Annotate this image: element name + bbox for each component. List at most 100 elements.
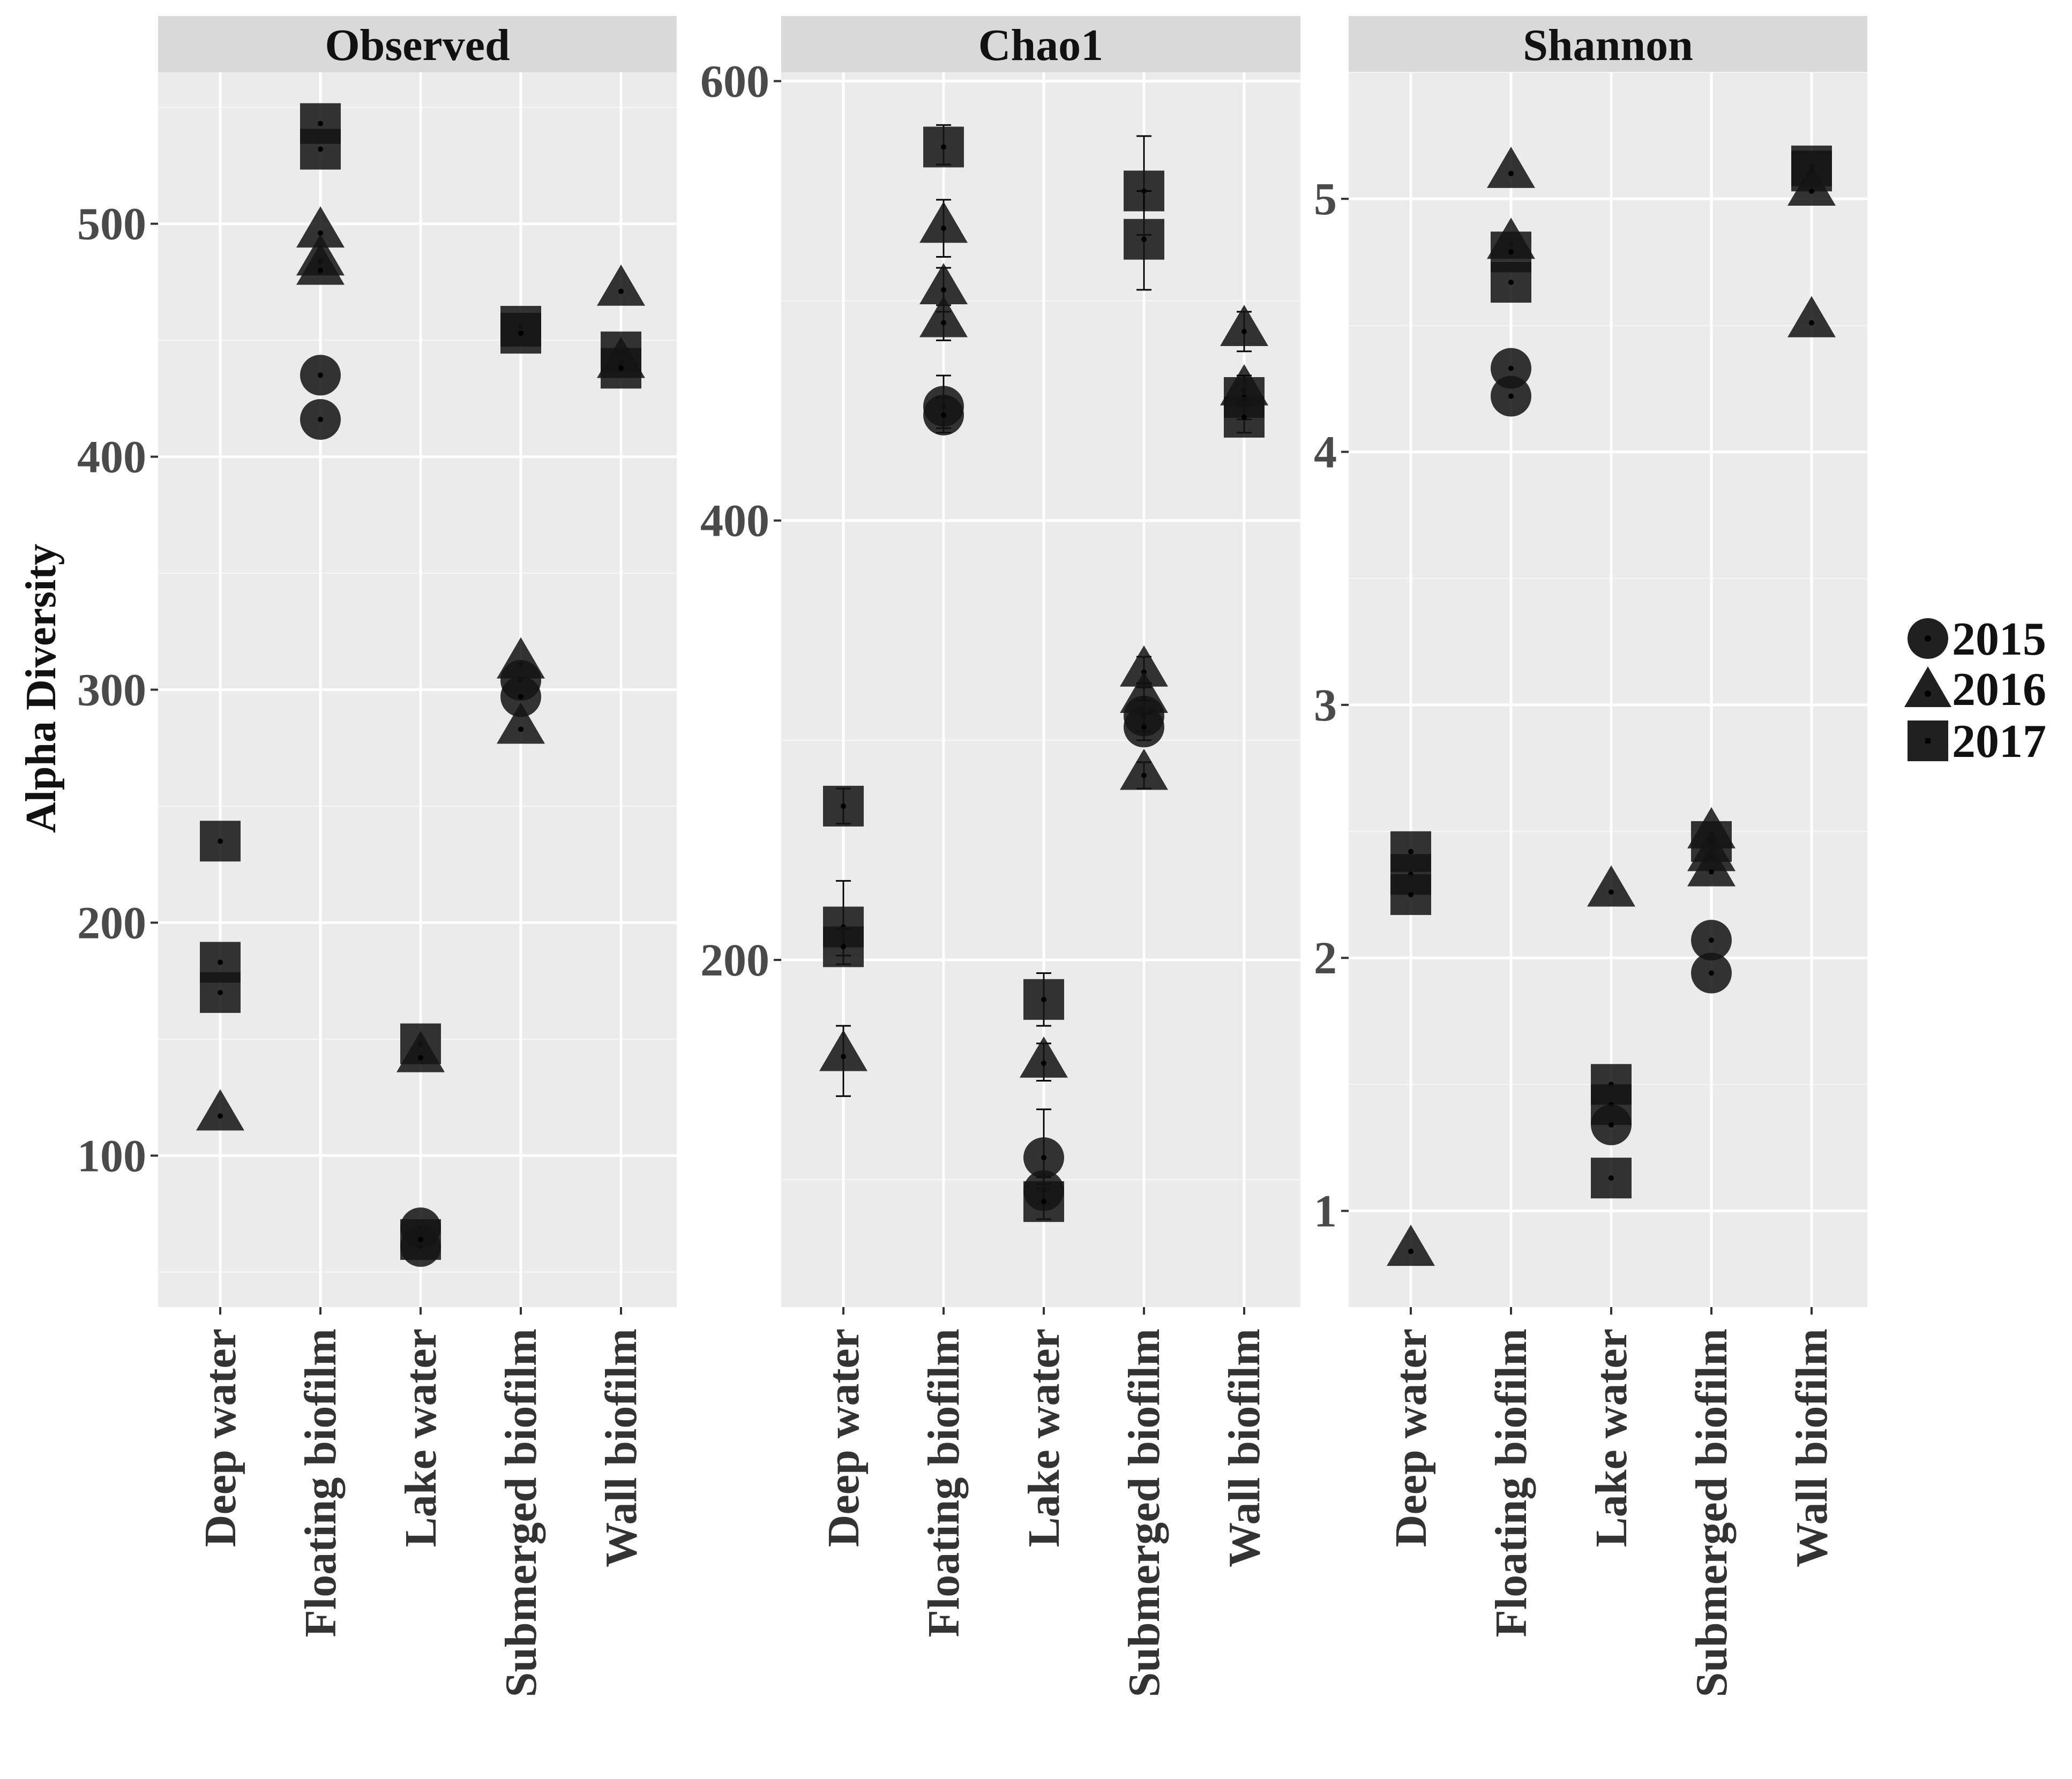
center-dot <box>1609 1175 1614 1181</box>
y-tick-label: 100 <box>77 1130 146 1181</box>
data-point-2015 <box>300 355 341 396</box>
x-tick-label: Lake water <box>396 1328 446 1547</box>
center-dot <box>941 144 946 150</box>
data-point-2017 <box>1491 262 1531 303</box>
center-dot <box>218 838 223 844</box>
triangle-marker <box>196 1089 244 1131</box>
center-dot <box>1709 869 1714 875</box>
center-dot <box>1408 892 1413 898</box>
center-dot <box>218 989 223 995</box>
center-dot <box>941 412 946 418</box>
y-tick-label: 1 <box>1314 1185 1337 1237</box>
x-tick-label: Floating biofilm <box>919 1328 969 1637</box>
x-tick-label: Submerged biofilm <box>496 1328 546 1697</box>
legend-key-triangle-dot <box>1925 690 1931 697</box>
x-tick-label: Floating biofilm <box>296 1328 346 1637</box>
triangle-marker <box>1387 1225 1435 1266</box>
data-point-2016 <box>819 1025 867 1097</box>
center-dot <box>1709 970 1714 976</box>
y-tick-label: 300 <box>77 664 146 716</box>
x-tick-label: Submerged biofilm <box>1119 1328 1169 1697</box>
center-dot <box>318 372 323 378</box>
triangle-marker <box>497 702 545 744</box>
x-tick-label: Lake water <box>1587 1328 1636 1547</box>
center-dot <box>1141 772 1147 778</box>
x-tick-label: Deep water <box>1386 1328 1436 1547</box>
panel-title: Shannon <box>1523 20 1693 70</box>
center-dot <box>1609 1122 1614 1128</box>
center-dot <box>1141 236 1147 242</box>
triangle-marker <box>296 243 345 285</box>
x-tick-label: Lake water <box>1019 1328 1069 1547</box>
triangle-marker <box>1487 146 1535 188</box>
center-dot <box>1709 937 1714 943</box>
legend-key-square-dot <box>1925 738 1931 744</box>
triangle-marker <box>919 263 968 305</box>
center-dot <box>1408 1249 1413 1255</box>
center-dot <box>1809 320 1814 326</box>
x-tick-label: Submerged biofilm <box>1687 1328 1737 1697</box>
data-point-2016 <box>1787 164 1836 206</box>
center-dot <box>841 803 846 809</box>
legend: 2015 2016 2017 <box>1904 613 2046 768</box>
center-dot <box>1508 280 1514 286</box>
legend-entry-2015: 2015 <box>1908 613 2046 665</box>
data-point-2016 <box>397 1031 445 1072</box>
data-point-2017 <box>300 129 341 170</box>
center-dot <box>518 694 523 700</box>
data-point-2017 <box>1390 874 1431 915</box>
data-point-2017 <box>601 348 641 389</box>
center-dot <box>418 1055 423 1061</box>
x-tick-label: Wall biofilm <box>1787 1328 1837 1567</box>
y-tick-label: 600 <box>700 55 769 107</box>
y-tick-label: 400 <box>77 431 146 483</box>
data-point-2017 <box>500 313 541 354</box>
center-dot <box>318 146 323 152</box>
center-dot <box>1609 889 1614 895</box>
data-point-2016 <box>1787 296 1836 337</box>
data-point-2017 <box>823 785 864 827</box>
triangle-marker <box>296 206 345 248</box>
x-tick-label: Deep water <box>819 1328 869 1547</box>
center-dot <box>1241 414 1247 420</box>
center-dot <box>218 1113 223 1119</box>
panel-title: Chao1 <box>978 20 1103 70</box>
center-dot <box>618 288 624 294</box>
center-dot <box>1141 724 1147 730</box>
center-dot <box>1041 1060 1046 1066</box>
data-point-2017 <box>200 821 241 862</box>
legend-label-2017: 2017 <box>1952 716 2046 768</box>
y-tick-label: 4 <box>1314 426 1337 478</box>
center-dot <box>1508 249 1514 255</box>
data-point-2016 <box>919 199 968 258</box>
center-dot <box>618 365 624 371</box>
strip-header <box>1349 16 1867 72</box>
data-point-2016 <box>1587 865 1635 907</box>
data-point-2015 <box>1124 707 1164 748</box>
center-dot <box>318 230 323 236</box>
center-dot <box>941 320 946 326</box>
center-dot <box>318 267 323 273</box>
data-point-2015 <box>1691 952 1732 994</box>
triangle-marker <box>919 201 968 243</box>
center-dot <box>1809 188 1814 194</box>
triangle-marker <box>1120 645 1168 687</box>
data-point-2016 <box>296 243 345 285</box>
data-point-2015 <box>1491 348 1531 389</box>
center-dot <box>841 1054 846 1060</box>
data-point-2016 <box>1120 748 1168 790</box>
data-point-2017 <box>1224 396 1265 438</box>
triangle-marker <box>1587 865 1635 907</box>
data-point-2016 <box>597 264 645 306</box>
y-tick-label: 500 <box>77 198 146 250</box>
panel-observed: Observed 100 200 300 400 500 Deep water Floatin… <box>77 16 677 1697</box>
panel-chao1: Chao1 200 400 600 Deep water Floating biofilm… <box>700 16 1300 1697</box>
legend-key-triangle-icon <box>1904 666 1951 707</box>
center-dot <box>1408 849 1413 854</box>
panel-title: Observed <box>325 20 510 70</box>
center-dot <box>518 331 523 336</box>
triangle-marker <box>1787 164 1836 206</box>
strip-header <box>158 16 677 72</box>
data-point-2017 <box>1023 972 1064 1027</box>
